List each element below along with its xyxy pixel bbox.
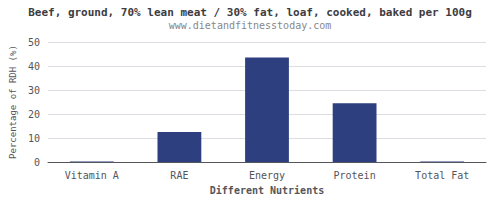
svg-text:Total Fat: Total Fat — [415, 170, 469, 181]
svg-text:Percentage of RDH (%): Percentage of RDH (%) — [8, 45, 18, 159]
svg-text:Energy: Energy — [249, 170, 285, 181]
svg-text:20: 20 — [28, 109, 40, 120]
svg-text:30: 30 — [28, 85, 40, 96]
svg-text:10: 10 — [28, 133, 40, 144]
svg-text:Protein: Protein — [334, 170, 376, 181]
svg-text:Different Nutrients: Different Nutrients — [210, 185, 324, 196]
svg-text:40: 40 — [28, 61, 40, 72]
svg-text:0: 0 — [34, 157, 40, 168]
svg-text:Vitamin A: Vitamin A — [65, 170, 119, 181]
svg-text:RAE: RAE — [170, 170, 188, 181]
svg-text:www.dietandfitnesstoday.com: www.dietandfitnesstoday.com — [169, 20, 332, 31]
svg-text:50: 50 — [28, 37, 40, 48]
svg-text:Beef, ground, 70% lean meat /: Beef, ground, 70% lean meat / 30% fat, l… — [28, 6, 472, 19]
